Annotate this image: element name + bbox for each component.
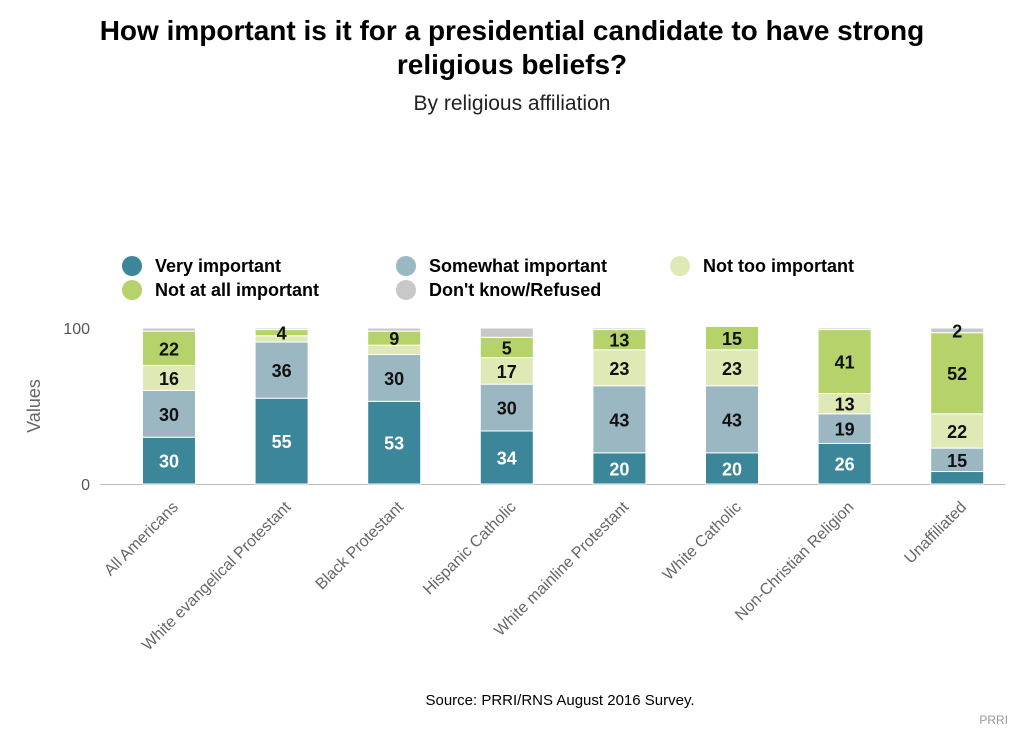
bar-segment-somewhat-important [705, 385, 759, 454]
data-label: 55 [272, 432, 292, 452]
data-label: 41 [835, 353, 855, 373]
chart-subtitle: By religious affiliation [413, 92, 611, 115]
data-label: 19 [835, 420, 855, 440]
bar-segment-don-t-know-refused [367, 327, 422, 332]
bar-segment-somewhat-important [142, 389, 196, 438]
legend-swatch-dont-know-refused [396, 280, 416, 300]
data-label: 53 [384, 434, 404, 454]
data-label: 4 [277, 324, 287, 344]
legend-label-dont-know-refused: Don't know/Refused [429, 280, 602, 300]
bar-segment-very-important [254, 397, 309, 485]
data-label: 30 [497, 399, 517, 419]
data-label: 2 [952, 321, 962, 341]
data-label: 13 [609, 331, 629, 351]
bar-segment-somewhat-important [254, 341, 309, 399]
bar-segment-somewhat-important [817, 413, 872, 444]
x-tick-label: All Americans [101, 499, 182, 580]
data-label: 34 [497, 448, 517, 468]
x-tick-label: Hispanic Catholic [420, 499, 519, 598]
legend-label-very-important: Very important [155, 256, 282, 276]
bar-segment-somewhat-important [592, 385, 647, 454]
data-label: 43 [722, 410, 742, 430]
data-label: 22 [947, 422, 967, 442]
data-label: 23 [722, 359, 742, 379]
bar-segment-don-t-know-refused [817, 327, 872, 331]
data-label: 13 [835, 395, 855, 415]
data-label: 23 [609, 359, 629, 379]
data-label: 26 [835, 455, 855, 475]
legend-label-not-at-all-important: Not at all important [155, 280, 320, 300]
chart-data-labels: 30 30 16 22 55 36 4 53 30 9 34 30 17 5 20 43 23 13 20 43 23 1… [159, 321, 967, 479]
bar-segment-not-too-important [930, 413, 985, 449]
x-tick-label: Unaffiliated [902, 499, 970, 567]
data-label: 43 [609, 410, 629, 430]
bar-segment-don-t-know-refused [254, 327, 309, 331]
bar-segment-very-important [479, 430, 534, 485]
chart-title: How important is it for a presidential c… [0, 14, 1024, 82]
bar-segment-very-important [367, 400, 422, 485]
y-tick-label: 100 [63, 321, 90, 338]
data-label: 20 [722, 459, 742, 479]
bar-segment-not-too-important [592, 349, 647, 387]
data-label: 15 [722, 329, 742, 349]
y-tick-label: 0 [81, 477, 90, 494]
data-label: 16 [159, 369, 179, 389]
bar-segment-don-t-know-refused [930, 327, 985, 334]
data-label: 5 [502, 339, 512, 359]
legend-swatch-not-too-important [670, 256, 690, 276]
data-label: 30 [159, 452, 179, 472]
bar-segment-don-t-know-refused [592, 327, 647, 331]
x-tick-label: Black Protestant [313, 498, 408, 593]
data-label: 30 [384, 369, 404, 389]
brand-logo-text: PRRI [979, 713, 1008, 727]
bar-segment-very-important [930, 471, 985, 485]
bar-segment-somewhat-important [479, 383, 534, 432]
bar-segment-don-t-know-refused [142, 327, 196, 332]
chart-title-line-1: How important is it for a presidential c… [99, 15, 925, 46]
legend-swatch-not-at-all-important [122, 280, 142, 300]
data-label: 20 [609, 459, 629, 479]
data-label: 36 [272, 361, 292, 381]
data-label: 17 [497, 362, 517, 382]
y-axis-title: Values [24, 379, 44, 433]
chart-title-line-2: religious beliefs? [396, 49, 628, 80]
chart-bars [142, 325, 985, 485]
data-label: 52 [947, 364, 967, 384]
bar-segment-very-important [142, 436, 196, 485]
source-note: Source: PRRI/RNS August 2016 Survey. [425, 692, 695, 709]
x-tick-label: White mainline Protestant [491, 498, 632, 639]
x-tick-label: White Catholic [660, 499, 745, 584]
legend-label-not-too-important: Not too important [703, 256, 854, 276]
bar-segment-don-t-know-refused [479, 327, 534, 338]
bar-segment-not-at-all-important [930, 332, 985, 415]
legend-label-somewhat-important: Somewhat important [429, 256, 608, 276]
bar-segment-very-important [817, 442, 872, 485]
data-label: 9 [389, 329, 399, 349]
bar-segment-not-too-important [142, 364, 196, 391]
data-label: 22 [159, 339, 179, 359]
data-label: 15 [947, 451, 967, 471]
data-label: 30 [159, 405, 179, 425]
bar-segment-not-at-all-important [705, 325, 759, 351]
legend-swatch-somewhat-important [396, 256, 416, 276]
legend-swatch-very-important [122, 256, 142, 276]
x-tick-label: Non-Christian Religion [732, 499, 857, 624]
